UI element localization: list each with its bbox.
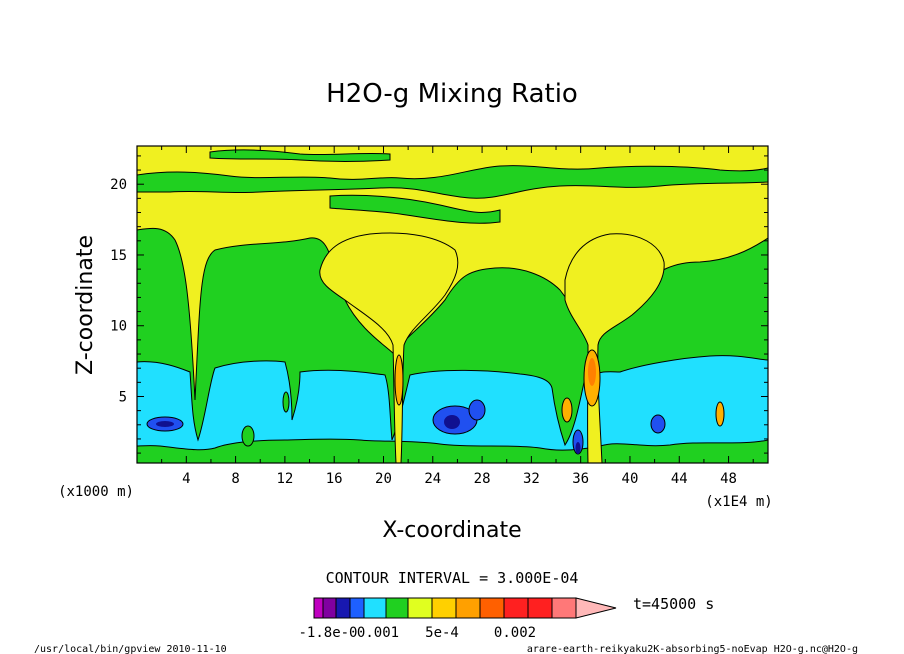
y-tick-label: 15 [110,248,127,264]
colorbar-segment [363,597,387,619]
field-orange-core-4 [715,401,725,427]
colorbar-labels: -1.8e-0 0.001 5e-4 0.002 [298,625,536,641]
colorbar-segment [479,597,505,619]
x-tick-label: 4 [182,471,190,487]
time-label: t=45000 s [633,595,714,613]
x-tick-label: 24 [424,471,441,487]
y-tick-label: 10 [110,319,127,335]
x-tick-label: 44 [671,471,688,487]
field-darkorange-core-2 [588,358,596,386]
field-blue-pocket-3 [468,399,486,421]
contour-interval-text: CONTOUR INTERVAL = 3.000E-04 [326,569,579,587]
colorbar-segment [385,597,409,619]
colorbar-segment [407,597,433,619]
field-green-streak-mid [329,194,501,224]
footer-right: arare-earth-reikyaku2K-absorbing5-noEvap… [527,644,858,654]
x-tick-label: 20 [375,471,392,487]
y-axis-label: Z-coordinate [73,235,98,375]
chart-title: H2O-g Mixing Ratio [326,79,578,109]
x-unit-right: (x1E4 m) [705,494,772,510]
x-tick-label: 32 [523,471,540,487]
x-tick-label: 36 [572,471,589,487]
colorbar-label: -1.8e-0 [298,625,357,641]
plot-area [137,146,768,463]
x-tick-label: 28 [474,471,491,487]
plot-frame [136,145,769,464]
colorbar-label: 0.002 [494,625,536,641]
y-tick-label: 20 [110,177,127,193]
x-axis-label: X-coordinate [382,518,521,543]
colorbar-label: 0.001 [357,625,399,641]
colorbar-segment [503,597,529,619]
colorbar-segment [455,597,481,619]
x-tick-label: 16 [326,471,343,487]
field-orange-core-3 [561,397,573,423]
field-orange-core-1 [394,354,404,406]
y-tick-label: 5 [119,389,127,405]
colorbar-segment [551,597,577,619]
x-tick-label: 40 [622,471,639,487]
field-cyan-band [137,355,768,451]
x-tick-label: 12 [276,471,293,487]
colorbar-arrow [575,597,617,619]
field-green-streak-upper [137,165,768,199]
field-darkblue-pocket-2 [444,415,460,429]
colorbar-segment [322,597,337,619]
colorbar-label: 5e-4 [425,625,459,641]
x-tick-label: 48 [720,471,737,487]
y-axis-ticks: 5 10 15 20 [110,155,768,454]
field-green-island-2 [241,425,255,447]
x-tick-label: 8 [231,471,239,487]
field-darkblue-pocket-5 [575,442,581,454]
field-darkblue-pocket-1 [156,421,174,427]
field-green-island-1 [282,391,290,413]
colorbar-segment [335,597,351,619]
colorbar-segment [349,597,365,619]
x-axis-ticks: 4 8 12 16 20 24 28 32 36 40 44 48 [161,146,754,487]
field-blue-pocket-4 [650,414,666,434]
footer-left: /usr/local/bin/gpview 2010-11-10 [34,644,227,654]
colorbar-segment [313,597,324,619]
colorbar [313,597,617,619]
field-green-streak-top [209,149,391,162]
x-unit-left: (x1000 m) [58,484,134,500]
colorbar-segment [527,597,553,619]
colorbar-segment [431,597,457,619]
field-yellow-plume-1 [319,232,459,463]
